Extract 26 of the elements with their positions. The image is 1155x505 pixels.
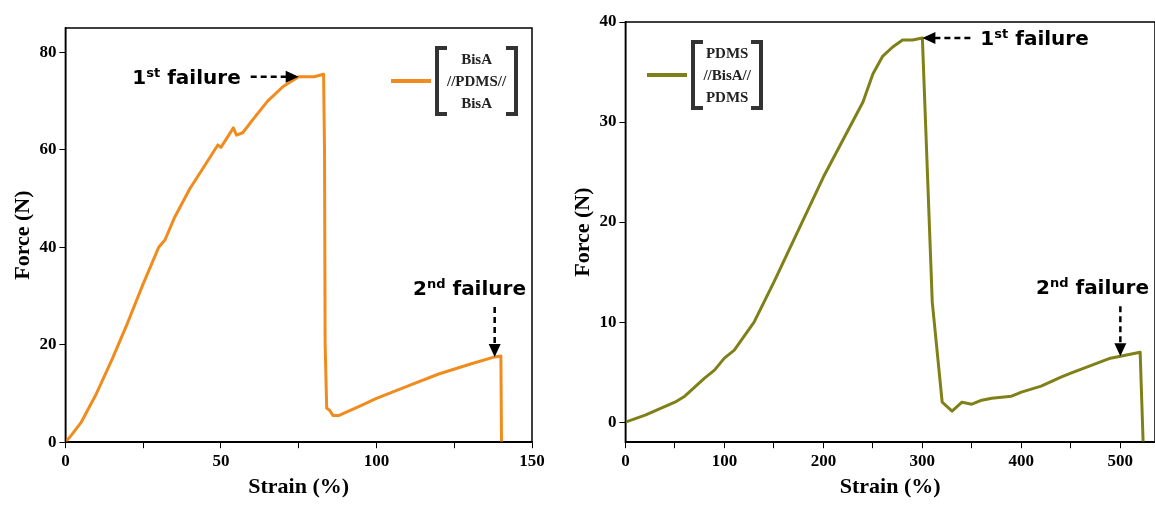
x-tick-label: 150 (519, 450, 545, 470)
y-axis-title: Force (N) (8, 190, 34, 280)
y-tick-label: 20 (599, 211, 617, 231)
y-tick-label: 0 (607, 411, 617, 431)
x-axis-title: Strain (%) (839, 473, 941, 499)
x-tick-label: 50 (212, 450, 230, 470)
x-tick-label: 100 (711, 450, 738, 470)
y-tick-label: 0 (47, 431, 57, 451)
x-tick-label: 100 (363, 450, 390, 470)
x-tick-label: 400 (1008, 450, 1035, 470)
y-axis-title: Force (N) (568, 187, 594, 277)
x-tick-label: 200 (810, 450, 837, 470)
text: BisA //PDMS// BisA (447, 50, 507, 113)
y-tick-label: 10 (599, 311, 617, 331)
x-tick-label: 300 (909, 450, 936, 470)
x-axis-title: Strain (%) (248, 473, 350, 499)
y-tick-label: 40 (39, 236, 57, 256)
y-tick-label: 60 (39, 139, 57, 159)
y-tick-label: 20 (39, 334, 57, 354)
x-tick-label: 0 (621, 450, 630, 470)
x-tick-label: 0 (61, 450, 70, 470)
x-tick-label: 500 (1107, 450, 1134, 470)
y-tick-label: 40 (599, 11, 617, 31)
y-tick-label: 30 (599, 111, 617, 131)
legend-label: PDMS //BisA// PDMS (703, 44, 751, 107)
y-tick-label: 80 (39, 41, 57, 61)
